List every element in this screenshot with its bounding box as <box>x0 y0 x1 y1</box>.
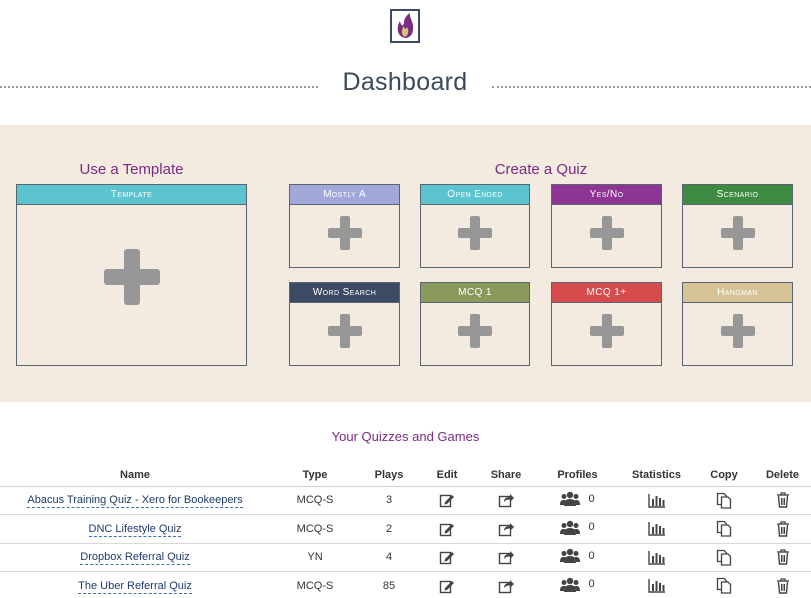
table-row: DNC Lifestyle Quiz MCQ-S 2 0 <box>0 514 811 544</box>
profiles-icon[interactable] <box>560 491 581 507</box>
quiz-plays: 85 <box>360 571 418 598</box>
card-mostly-a[interactable]: Mostly A <box>289 184 400 268</box>
plus-icon[interactable] <box>327 216 362 250</box>
card-label: Scenario <box>683 185 792 205</box>
quiz-plays: 2 <box>360 514 418 544</box>
delete-icon[interactable] <box>776 521 790 537</box>
profiles-icon[interactable] <box>560 520 581 535</box>
card-label: Open Ended <box>421 185 529 205</box>
share-icon[interactable] <box>498 492 515 508</box>
template-card[interactable]: Template <box>16 184 247 366</box>
use-template-title: Use a Template <box>79 161 184 178</box>
quiz-name-link[interactable]: Abacus Training Quiz - Xero for Bookeepe… <box>27 494 243 509</box>
card-label: Yes/No <box>552 185 661 205</box>
card-label: MCQ 1 <box>421 283 529 303</box>
statistics-icon[interactable] <box>647 550 666 565</box>
copy-icon[interactable] <box>716 492 732 509</box>
edit-icon[interactable] <box>439 549 455 565</box>
col-copy: Copy <box>694 464 754 487</box>
template-card-label: Template <box>17 185 246 205</box>
statistics-icon[interactable] <box>647 578 666 593</box>
card-mcq-1[interactable]: MCQ 1 <box>420 282 530 366</box>
table-row: The Uber Referral Quiz MCQ-S 85 0 <box>0 571 811 598</box>
plus-icon[interactable] <box>458 314 492 348</box>
quiz-name-link[interactable]: DNC Lifestyle Quiz <box>88 522 182 537</box>
table-header: Name Type Plays Edit Share Profiles Stat… <box>0 464 811 487</box>
quizzes-title: Your Quizzes and Games <box>331 429 480 444</box>
card-label: Word Search <box>290 283 399 303</box>
col-statistics: Statistics <box>619 464 694 487</box>
quizzes-table: Name Type Plays Edit Share Profiles Stat… <box>0 464 811 598</box>
table-row: Abacus Training Quiz - Xero for Bookeepe… <box>0 486 811 515</box>
card-yes-no[interactable]: Yes/No <box>551 184 662 268</box>
plus-icon[interactable] <box>327 314 362 348</box>
plus-icon[interactable] <box>720 314 755 348</box>
delete-icon[interactable] <box>776 492 790 508</box>
profiles-count: 0 <box>588 521 595 534</box>
divider-left <box>0 86 318 88</box>
quiz-plays: 4 <box>360 543 418 572</box>
page-title: Dashboard <box>342 68 468 96</box>
plus-icon[interactable] <box>720 216 755 250</box>
quiz-type: YN <box>270 543 360 572</box>
col-plays[interactable]: Plays <box>360 464 418 487</box>
delete-icon[interactable] <box>776 549 790 565</box>
share-icon[interactable] <box>498 521 515 537</box>
edit-icon[interactable] <box>439 492 455 508</box>
card-label: Mostly A <box>290 185 399 205</box>
plus-icon[interactable] <box>589 216 624 250</box>
app-logo[interactable] <box>390 9 420 43</box>
card-scenario[interactable]: Scenario <box>682 184 793 268</box>
card-open-ended[interactable]: Open Ended <box>420 184 530 268</box>
card-label: Hangman <box>683 283 792 303</box>
create-quiz-title: Create a Quiz <box>494 161 588 178</box>
card-mcq-1-plus[interactable]: MCQ 1+ <box>551 282 662 366</box>
statistics-icon[interactable] <box>647 521 666 536</box>
profiles-count: 0 <box>588 492 595 505</box>
copy-icon[interactable] <box>716 577 732 594</box>
dashboard-header: Dashboard <box>0 66 811 106</box>
table-row: Dropbox Referral Quiz YN 4 0 <box>0 543 811 572</box>
quiz-plays: 3 <box>360 486 418 515</box>
delete-icon[interactable] <box>776 578 790 594</box>
quiz-name-link[interactable]: The Uber Referral Quiz <box>78 579 192 594</box>
quiz-type: MCQ-S <box>270 486 360 515</box>
plus-icon[interactable] <box>589 314 624 348</box>
col-share: Share <box>476 464 536 487</box>
card-hangman[interactable]: Hangman <box>682 282 793 366</box>
col-profiles: Profiles <box>536 464 619 487</box>
profiles-count: 0 <box>588 549 595 562</box>
quiz-name-link[interactable]: Dropbox Referral Quiz <box>80 551 190 566</box>
share-icon[interactable] <box>498 578 515 594</box>
col-name[interactable]: Name <box>0 464 270 487</box>
col-type[interactable]: Type <box>270 464 360 487</box>
copy-icon[interactable] <box>716 549 732 566</box>
col-edit: Edit <box>418 464 476 487</box>
card-word-search[interactable]: Word Search <box>289 282 400 366</box>
divider-right <box>492 86 811 88</box>
profiles-icon[interactable] <box>560 548 581 564</box>
copy-icon[interactable] <box>716 520 732 537</box>
profiles-icon[interactable] <box>560 577 581 592</box>
statistics-icon[interactable] <box>647 493 666 508</box>
share-icon[interactable] <box>498 549 515 565</box>
edit-icon[interactable] <box>439 521 455 537</box>
col-delete: Delete <box>754 464 811 487</box>
plus-icon[interactable] <box>103 249 160 305</box>
edit-icon[interactable] <box>439 578 455 594</box>
profiles-count: 0 <box>588 578 595 591</box>
card-label: MCQ 1+ <box>552 283 661 303</box>
quiz-type: MCQ-S <box>270 571 360 598</box>
quiz-type: MCQ-S <box>270 514 360 544</box>
plus-icon[interactable] <box>458 216 492 250</box>
